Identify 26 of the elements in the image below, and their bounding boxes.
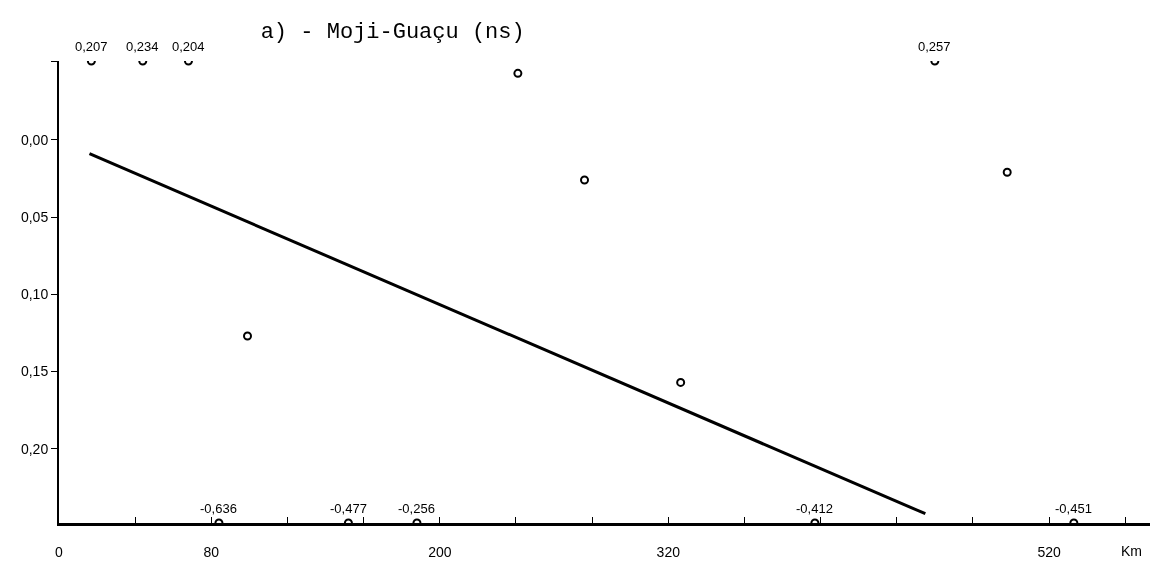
- x-tick-label: 520: [1037, 543, 1061, 560]
- point: [1002, 167, 1012, 177]
- annotation: -0,412: [796, 501, 833, 516]
- y-tick-label: 0,20: [20, 440, 49, 457]
- annotation: -0,451: [1055, 501, 1092, 516]
- x-tick-label: 0: [55, 543, 64, 560]
- x-tick-label: 200: [428, 543, 452, 560]
- annotation: 0,234: [126, 39, 159, 54]
- y-tick-label: 0,10: [20, 286, 49, 303]
- annotation: 0,207: [75, 39, 108, 54]
- annotation: -0,477: [330, 501, 367, 516]
- y-tick-label: 0,15: [20, 363, 49, 380]
- y-tick-label: 0,05: [20, 208, 49, 225]
- x-tick-label: 320: [656, 543, 681, 560]
- point: [676, 377, 686, 387]
- x-tick-label: 80: [203, 543, 220, 560]
- annotation: 0,204: [172, 39, 205, 54]
- annotation: 0,257: [918, 39, 951, 54]
- x-axis-title: Km: [1121, 543, 1142, 559]
- point: [513, 68, 523, 78]
- y-tick-label: 0,00: [20, 131, 49, 148]
- annotation: -0,256: [398, 501, 435, 516]
- point: [243, 331, 252, 341]
- point: [580, 175, 590, 185]
- chart-title: a) - Moji-Guaçu (ns): [260, 19, 525, 45]
- annotation: -0,636: [200, 501, 237, 516]
